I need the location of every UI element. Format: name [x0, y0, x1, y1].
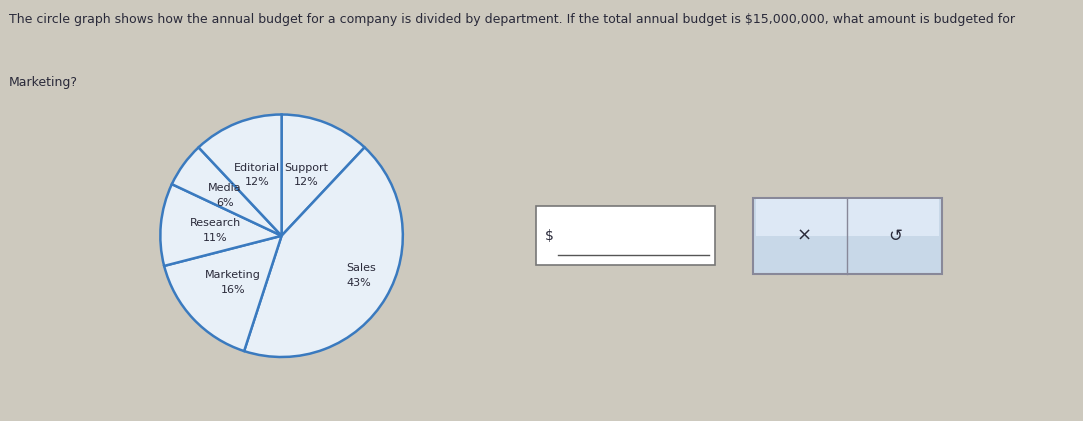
- Text: 11%: 11%: [203, 233, 227, 243]
- Text: Support: Support: [284, 163, 328, 173]
- Text: Media: Media: [208, 184, 242, 193]
- Bar: [536, 206, 715, 265]
- Text: 43%: 43%: [347, 277, 371, 288]
- Wedge shape: [165, 236, 282, 351]
- Wedge shape: [160, 184, 282, 266]
- Text: Research: Research: [190, 218, 240, 229]
- Wedge shape: [172, 147, 282, 236]
- Text: Marketing: Marketing: [205, 270, 261, 280]
- Text: Editorial: Editorial: [234, 163, 280, 173]
- Wedge shape: [198, 115, 282, 236]
- Text: 16%: 16%: [221, 285, 245, 295]
- Text: Marketing?: Marketing?: [9, 76, 78, 89]
- Text: 12%: 12%: [293, 177, 318, 187]
- Text: ×: ×: [796, 227, 811, 245]
- Wedge shape: [282, 115, 365, 236]
- Text: ↺: ↺: [888, 227, 902, 245]
- Text: The circle graph shows how the annual budget for a company is divided by departm: The circle graph shows how the annual bu…: [9, 13, 1015, 26]
- Text: 12%: 12%: [245, 177, 270, 187]
- Bar: [753, 198, 942, 274]
- Text: Sales: Sales: [347, 263, 376, 273]
- Bar: [756, 200, 939, 236]
- Text: $: $: [545, 229, 553, 243]
- Text: 6%: 6%: [216, 198, 234, 208]
- Wedge shape: [244, 147, 403, 357]
